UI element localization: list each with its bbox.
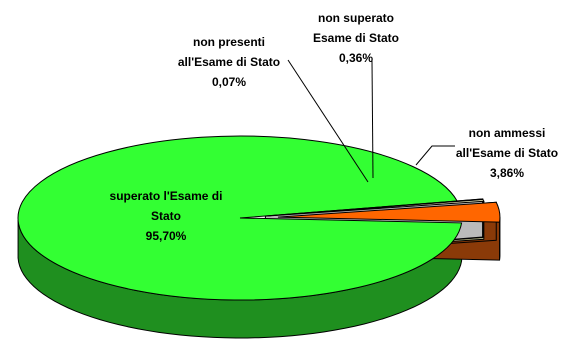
- label-non-superato-line-2: Esame di Stato: [313, 31, 399, 45]
- label-non-superato-line-1: non superato: [318, 11, 394, 25]
- label-non-ammessi-line-1: non ammessi: [469, 126, 546, 140]
- label-non-superato-line-3: 0,36%: [339, 51, 373, 65]
- label-superato-line-1: superato l'Esame di: [110, 189, 223, 203]
- label-non-presenti-line-1: non presenti: [193, 35, 265, 49]
- label-non-ammessi-line-2: all'Esame di Stato: [456, 146, 558, 160]
- label-non-presenti-line-3: 0,07%: [212, 75, 246, 89]
- label-non-presenti-line-2: all'Esame di Stato: [178, 55, 280, 69]
- leader-line-non-ammessi: [416, 146, 455, 165]
- label-superato-line-2: Stato: [151, 209, 181, 223]
- label-non-ammessi-line-3: 3,86%: [490, 166, 524, 180]
- label-superato-line-3: 95,70%: [146, 229, 187, 243]
